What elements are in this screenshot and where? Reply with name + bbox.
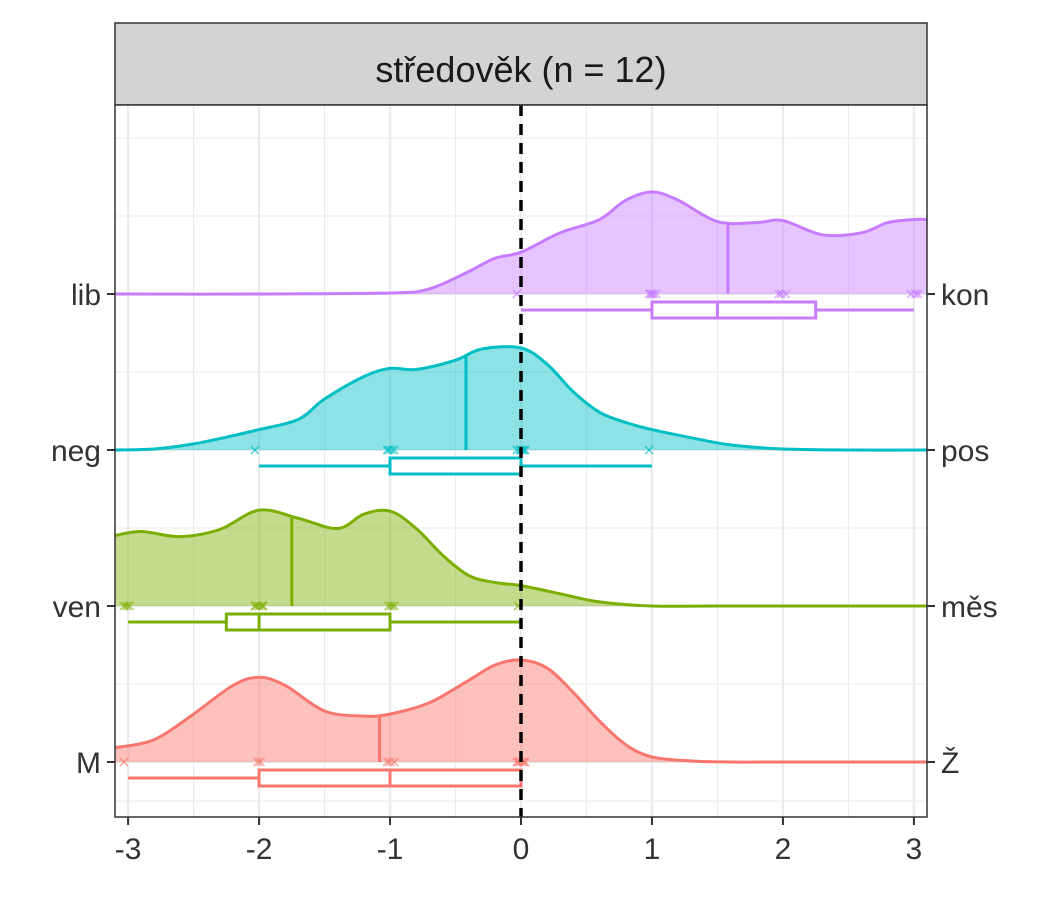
data-point-stroke [253, 757, 263, 767]
data-point [124, 601, 135, 611]
x-tick-label: -2 [246, 833, 273, 866]
data-point-stroke [119, 757, 129, 767]
y-tick-label-left: neg [51, 435, 101, 468]
data-point [385, 757, 395, 767]
data-point-stroke [382, 757, 392, 767]
data-point-stroke [254, 601, 264, 611]
data-point [389, 757, 399, 767]
data-point-stroke [913, 289, 923, 299]
data-point [389, 445, 399, 455]
data-point [647, 289, 657, 299]
data-point [644, 289, 654, 299]
x-tick-label: -3 [115, 833, 142, 866]
data-point [382, 757, 392, 767]
facet-strip [114, 22, 928, 106]
box-iqr [224, 612, 392, 632]
x-tick-label: -1 [377, 833, 404, 866]
data-point [389, 601, 399, 611]
data-point-stroke [910, 289, 920, 299]
y-tick-label-right: měs [941, 591, 998, 624]
y-tick-label-left: M [76, 747, 101, 780]
data-point [119, 757, 129, 767]
y-tick-label-left: lib [71, 279, 101, 312]
data-point-stroke [122, 601, 132, 611]
data-point-stroke [258, 601, 268, 611]
y-tick-label-left: ven [53, 591, 101, 624]
density-curve [114, 345, 928, 452]
data-point-stroke [776, 289, 787, 299]
data-point-stroke [124, 601, 135, 611]
data-point [250, 601, 260, 611]
density-curve [114, 658, 927, 764]
data-point-stroke [389, 757, 399, 767]
density-area [115, 509, 927, 607]
data-point [910, 289, 920, 299]
data-point-stroke [644, 445, 654, 455]
data-point-stroke [512, 289, 522, 299]
data-point-stroke [389, 445, 399, 455]
data-point-stroke [385, 757, 395, 767]
y-tick-label-right: kon [941, 279, 989, 312]
data-point-stroke [648, 289, 658, 299]
data-point [257, 601, 267, 611]
data-point [382, 445, 392, 455]
data-point [386, 601, 396, 611]
data-point [250, 445, 260, 455]
x-axis: -3 -2 -1 0 1 2 3 [115, 817, 922, 866]
data-point-stroke [389, 601, 399, 611]
y-tick-label-right: pos [941, 435, 989, 468]
box-iqr [650, 300, 818, 320]
data-point-stroke [386, 445, 396, 455]
data-point [648, 289, 658, 299]
x-tick-label: 3 [906, 833, 923, 866]
density-curve [114, 190, 928, 296]
data-point-stroke [644, 289, 654, 299]
data-point [774, 289, 784, 299]
data-point [906, 289, 916, 299]
facet-strip-title: středověk (n = 12) [375, 49, 666, 90]
x-tick-label: 2 [775, 833, 792, 866]
data-point-stroke [382, 445, 392, 455]
data-point-stroke [906, 289, 916, 299]
data-point-stroke [651, 289, 661, 299]
density-area [115, 192, 927, 295]
data-point [254, 601, 264, 611]
box-plots [128, 300, 914, 788]
data-point-stroke [250, 601, 260, 611]
x-tick-label: 1 [644, 833, 661, 866]
data-point-stroke [255, 757, 266, 767]
data-point-stroke [250, 445, 260, 455]
data-point [644, 445, 654, 455]
data-point [122, 601, 132, 611]
data-point [255, 757, 266, 767]
data-point [253, 757, 263, 767]
data-point-stroke [647, 289, 657, 299]
data-point-stroke [386, 601, 396, 611]
data-point [258, 601, 268, 611]
y-tick-label-right: Ž [941, 747, 959, 780]
box-iqr [388, 456, 523, 476]
data-point [386, 445, 396, 455]
data-point [913, 289, 923, 299]
data-point-stroke [257, 601, 267, 611]
data-point-stroke [774, 289, 784, 299]
density-curve [114, 508, 927, 608]
density-area [115, 659, 927, 763]
data-point [781, 289, 791, 299]
x-tick-label: 0 [513, 833, 530, 866]
data-point-stroke [781, 289, 791, 299]
data-point [776, 289, 787, 299]
data-point-stroke [520, 757, 530, 767]
data-point [651, 289, 661, 299]
